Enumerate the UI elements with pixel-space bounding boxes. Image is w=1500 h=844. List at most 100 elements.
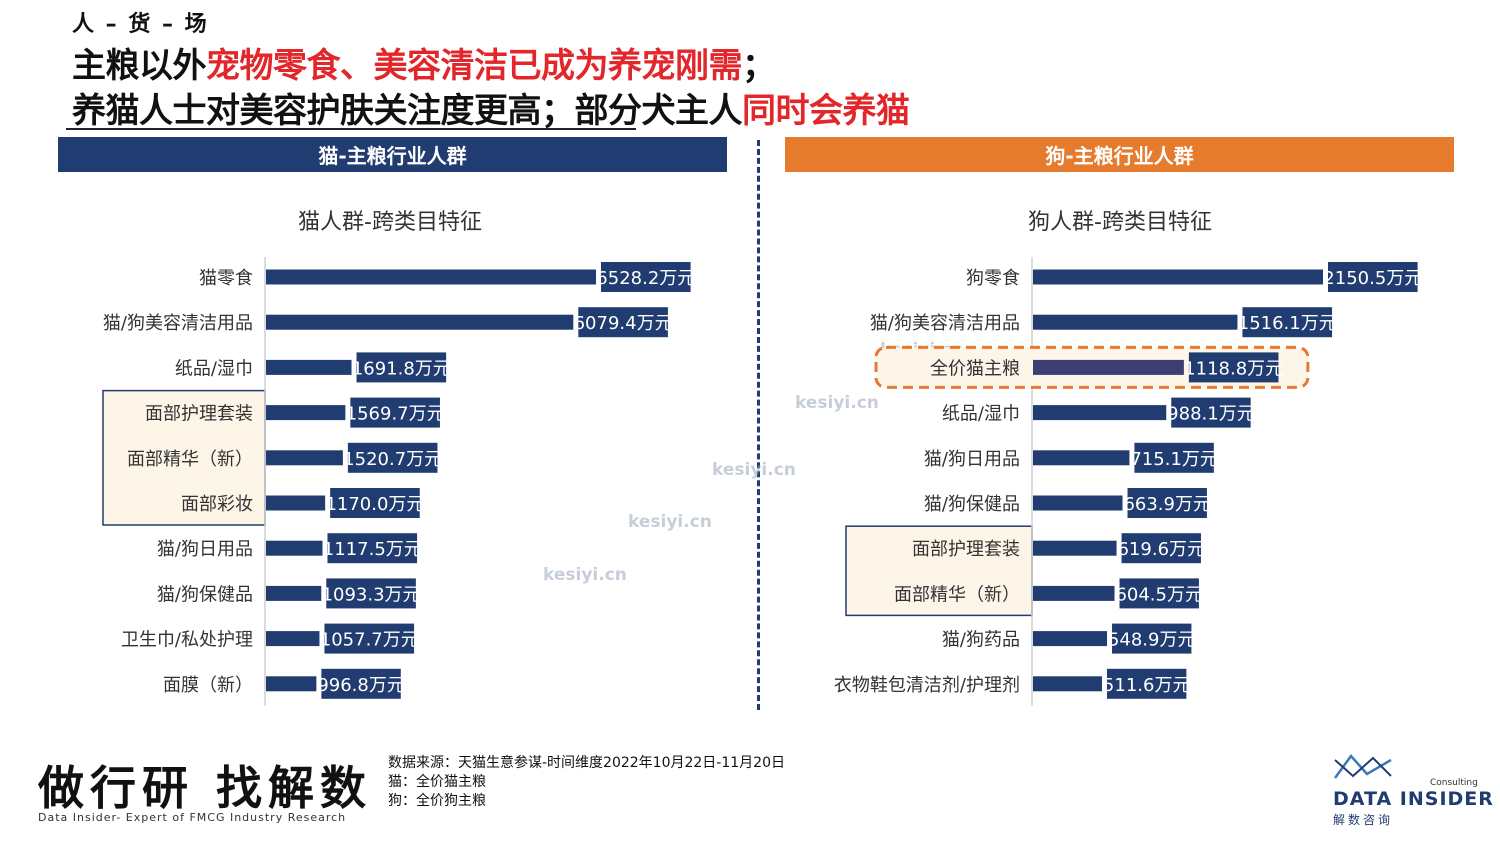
bar bbox=[266, 631, 320, 647]
data-label-bg bbox=[1188, 352, 1279, 383]
category-label: 猫/狗日用品 bbox=[157, 539, 253, 560]
category-label: 衣物鞋包清洁剂/护理剂 bbox=[834, 675, 1020, 696]
bar bbox=[1033, 450, 1130, 466]
bar bbox=[266, 269, 596, 285]
bar bbox=[1033, 359, 1184, 375]
category-group-box bbox=[102, 389, 266, 526]
dog-panel-header: 狗-主粮行业人群 bbox=[785, 137, 1454, 172]
data-label-bg bbox=[1242, 307, 1333, 338]
bar bbox=[266, 676, 317, 692]
data-label: 6528.2万元 bbox=[596, 268, 695, 289]
title-part: 主粮以外 bbox=[72, 46, 207, 86]
data-label-bg bbox=[330, 488, 420, 518]
cat-panel-header: 猫-主粮行业人群 bbox=[58, 137, 727, 172]
category-label: 猫/狗日用品 bbox=[924, 449, 1020, 470]
title-highlight: 宠物零食、美容清洁已成为养宠刚需 bbox=[206, 46, 743, 86]
data-label-bg bbox=[1112, 623, 1192, 654]
category-label: 全价猫主粮 bbox=[930, 358, 1020, 379]
data-label: 1093.3万元 bbox=[322, 584, 421, 605]
category-label: 猫/狗美容清洁用品 bbox=[870, 313, 1020, 334]
data-insider-logo-icon bbox=[1333, 754, 1392, 779]
data-label-bg bbox=[1134, 442, 1214, 473]
category-label: 猫零食 bbox=[199, 268, 253, 289]
data-label: 511.6万元 bbox=[1103, 675, 1191, 696]
data-label: 1516.1万元 bbox=[1238, 313, 1337, 334]
data-label: 2150.5万元 bbox=[1323, 268, 1422, 289]
bar bbox=[1033, 314, 1238, 330]
category-label: 猫/狗美容清洁用品 bbox=[103, 313, 253, 334]
category-label: 纸品/湿巾 bbox=[175, 358, 253, 379]
data-label: 996.8万元 bbox=[317, 675, 405, 696]
bar bbox=[266, 585, 322, 601]
bar bbox=[1033, 540, 1117, 556]
category-label: 纸品/湿巾 bbox=[942, 404, 1020, 425]
bar bbox=[266, 405, 346, 421]
data-label-bg bbox=[1328, 262, 1418, 292]
category-label: 猫/狗保健品 bbox=[924, 494, 1020, 515]
logo-consulting: Consulting bbox=[1430, 778, 1478, 788]
bar bbox=[1033, 585, 1115, 601]
page-title-line-1: 主粮以外宠物零食、美容清洁已成为养宠刚需； bbox=[72, 38, 776, 87]
data-label: 988.1万元 bbox=[1167, 404, 1255, 425]
data-label-bg bbox=[1171, 397, 1251, 428]
bar bbox=[266, 359, 352, 375]
category-label: 面部精华（新） bbox=[127, 449, 253, 470]
data-label-bg bbox=[578, 307, 668, 338]
data-label: 1117.5万元 bbox=[323, 539, 422, 560]
bar bbox=[1033, 631, 1108, 647]
data-label: 6079.4万元 bbox=[574, 313, 673, 334]
source-line: 数据来源：天猫生意参谋-时间维度2022年10月22日-11月20日 bbox=[388, 755, 785, 771]
logo-main: DATA INSIDER bbox=[1333, 788, 1494, 810]
watermark: kesiyi.cn bbox=[543, 565, 627, 585]
data-label-bg bbox=[350, 397, 440, 428]
data-label: 1170.0万元 bbox=[325, 494, 424, 515]
bar bbox=[1033, 676, 1102, 692]
bar bbox=[266, 540, 323, 556]
page-title-line-2: 养猫人士对美容护肤关注度更高；部分犬主人同时会养猫 bbox=[72, 83, 910, 132]
bar bbox=[266, 495, 326, 511]
category-label: 面部护理套装 bbox=[145, 404, 253, 425]
category-label: 面膜（新） bbox=[163, 675, 253, 696]
category-label: 卫生巾/私处护理 bbox=[121, 630, 253, 651]
bar bbox=[1033, 495, 1123, 511]
title-part: ； bbox=[742, 46, 776, 86]
data-label-bg bbox=[1127, 488, 1207, 518]
data-label: 1520.7万元 bbox=[343, 449, 442, 470]
source-line: 狗：全价狗主粮 bbox=[388, 793, 486, 809]
data-label-bg bbox=[326, 578, 416, 609]
dog-chart-title: 狗人群-跨类目特征 bbox=[1028, 210, 1212, 235]
data-label: 1691.8万元 bbox=[352, 358, 451, 379]
source-line: 猫：全价猫主粮 bbox=[388, 774, 486, 790]
category-label: 面部彩妆 bbox=[181, 494, 253, 515]
data-label: 715.1万元 bbox=[1130, 449, 1218, 470]
data-label: 1057.7万元 bbox=[320, 630, 419, 651]
title-part: 养猫人士对美容护肤关注度更高；部分犬主人 bbox=[72, 91, 743, 131]
footer-slogan: 做行研 找解数 bbox=[38, 761, 373, 815]
category-label: 猫/狗药品 bbox=[942, 630, 1020, 651]
title-underline bbox=[66, 128, 636, 130]
title-highlight: 同时会养猫 bbox=[742, 91, 910, 131]
logo-sub: 解数咨询 bbox=[1333, 813, 1394, 827]
data-label-bg bbox=[601, 262, 691, 292]
data-label-bg bbox=[347, 442, 438, 473]
data-label-bg bbox=[1121, 533, 1201, 564]
data-label: 619.6万元 bbox=[1117, 539, 1205, 560]
bar bbox=[1033, 405, 1167, 421]
breadcrumb: 人 – 货 – 场 bbox=[72, 12, 209, 37]
data-label: 1118.8万元 bbox=[1184, 358, 1283, 379]
data-label: 663.9万元 bbox=[1123, 494, 1211, 515]
bar bbox=[266, 314, 574, 330]
category-label: 面部精华（新） bbox=[894, 584, 1020, 605]
data-label-bg bbox=[327, 533, 418, 564]
panel-divider bbox=[757, 140, 760, 710]
data-label-bg bbox=[321, 668, 401, 699]
cat-chart-title: 猫人群-跨类目特征 bbox=[298, 210, 482, 235]
data-label: 548.9万元 bbox=[1108, 630, 1196, 651]
data-label-bg bbox=[356, 352, 447, 383]
category-label: 面部护理套装 bbox=[912, 539, 1020, 560]
category-label: 猫/狗保健品 bbox=[157, 584, 253, 605]
data-label-bg bbox=[1106, 668, 1187, 699]
data-label: 604.5万元 bbox=[1115, 584, 1203, 605]
